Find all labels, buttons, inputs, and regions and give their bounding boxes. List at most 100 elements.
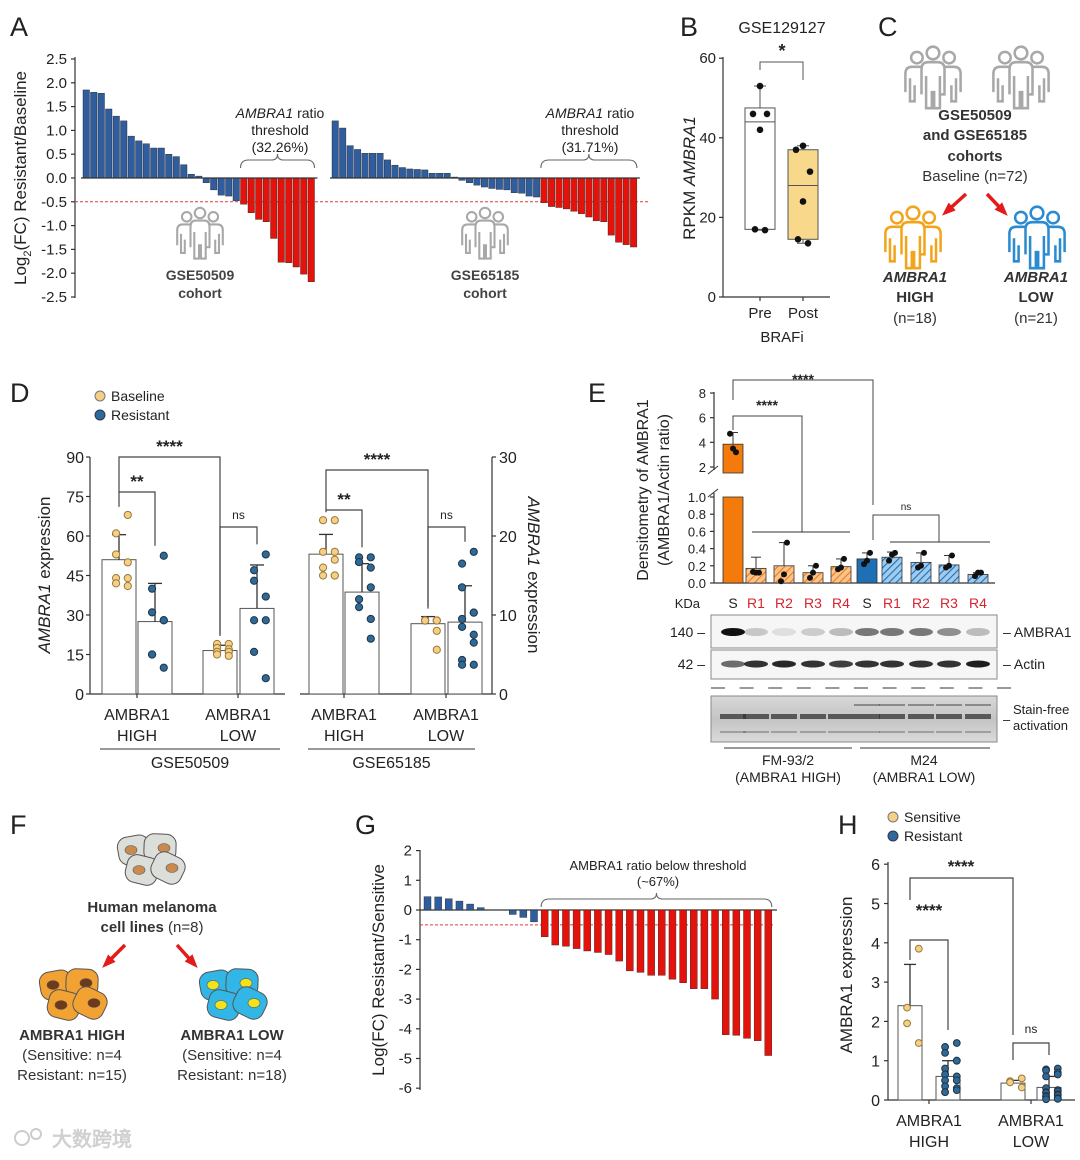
data-point [941, 1048, 949, 1057]
bar [636, 909, 645, 973]
data-point [903, 1019, 911, 1028]
blot-band [880, 660, 904, 668]
y-tick-label: 8 [699, 386, 706, 401]
y-axis-label-right: AMBRA1 expression [524, 496, 543, 654]
significance-bracket [1012, 1042, 1050, 1060]
data-point [469, 638, 478, 647]
data-point [978, 569, 984, 576]
annotation-ratio: ratio [603, 105, 634, 121]
stain-free-label2: activation [1013, 718, 1068, 733]
group-count: (n=21) [1014, 310, 1058, 327]
cohorts-line2: and GSE65185 [923, 127, 1027, 144]
y-tick-label: 0 [499, 687, 508, 704]
y-tick-label: 2 [404, 843, 412, 860]
data-point [886, 557, 892, 564]
axis-break [707, 488, 719, 498]
bar-lower [722, 496, 744, 584]
mw-marker: 140 – [670, 624, 705, 640]
gel-band [936, 714, 962, 719]
gel-band [965, 714, 991, 719]
box-post [787, 142, 819, 247]
x-label-gene: AMBRA1 [104, 707, 170, 724]
gel-band [879, 731, 905, 733]
bar [732, 909, 741, 1036]
group-gene: AMBRA1 [1003, 269, 1068, 286]
bar [594, 909, 602, 953]
head-shape [1013, 45, 1029, 61]
y-tick-label: 0.5 [46, 146, 67, 163]
axis-break [707, 465, 719, 475]
body-shape [176, 223, 191, 254]
data-point [261, 550, 270, 559]
head-shape [478, 206, 492, 220]
data-point [261, 592, 270, 601]
y-tick-label: 60 [66, 529, 84, 546]
y-axis-label: Log2(FC) Resistant/Baseline [11, 71, 34, 285]
kda-label: KDa [675, 596, 701, 611]
head-shape [997, 50, 1012, 65]
gel-band [854, 714, 880, 719]
data-point [727, 430, 733, 437]
legend-resistant: Resistant [904, 828, 962, 844]
data-point [813, 562, 819, 569]
panel-e-densitometry: 2 4 6 8 0.0 0.2 0.4 0.6 0.8 1.0 Densitometry of AM… [635, 371, 1072, 785]
data-point [941, 1088, 949, 1097]
y-tick-label: 20 [699, 209, 716, 226]
stain-free-label: Stain-free [1013, 702, 1069, 717]
legend-sensitive-dot [887, 811, 899, 823]
subplot-GSE50509: 0 15 30 45 60 75 90 AMBRA1 HIGH AMBRA1 LOW GSE50509… [66, 437, 285, 772]
bar [277, 177, 285, 263]
legend-resistant: Resistant [111, 407, 169, 423]
y-tick-label: -2 [399, 961, 412, 978]
gel-band [936, 704, 962, 706]
y-axis-label-line2: (AMBRA1/Actin ratio) [656, 414, 673, 566]
y-tick-label: 2.0 [46, 75, 67, 92]
y-tick-label: 1 [404, 872, 412, 889]
body-shape [1048, 225, 1066, 263]
blot-band [744, 660, 768, 668]
y-tick-label: 45 [66, 569, 84, 586]
bar [436, 173, 444, 179]
data-point [778, 578, 784, 585]
bar [481, 177, 488, 188]
body-shape [924, 225, 942, 263]
y-tick-label: 20 [499, 529, 517, 546]
head-shape [1046, 210, 1061, 225]
bar [607, 177, 615, 236]
data-point [147, 650, 157, 659]
head-shape [193, 206, 207, 220]
bar [555, 177, 563, 208]
bar [376, 153, 384, 179]
ylabel-gene: AMBRA1 [35, 584, 54, 655]
panel-b-boxplot: GSE129127 0 20 40 60 RPKM AMBRA1 Pre Post BRAFi * [680, 20, 830, 346]
data-point [318, 563, 328, 572]
significance-label: ** [130, 472, 144, 491]
panel-h-barplot: Sensitive Resistant 0 1 2 3 4 5 6 AMBRA1 expressi… [837, 809, 1075, 1151]
blot-band [909, 660, 933, 668]
gel-band [854, 704, 880, 706]
annotation-line1: AMBRA1 ratio below threshold [569, 858, 746, 873]
bar [525, 177, 533, 197]
cohort-sublabel: cohort [178, 285, 222, 301]
bar [583, 909, 591, 952]
low-people-icon [1008, 205, 1066, 270]
bar [165, 153, 173, 179]
y-tick-label: 0 [75, 687, 84, 704]
lane-label: R3 [940, 595, 958, 611]
bar [346, 145, 354, 179]
x-label-gene: AMBRA1 [998, 1113, 1064, 1130]
ylabel-gene: AMBRA1 [680, 116, 699, 187]
group-resistant: Resistant: n=15) [17, 1067, 127, 1084]
data-point [756, 82, 764, 90]
arrow-to-low [175, 943, 198, 968]
bar [743, 909, 751, 1039]
body-shape [189, 219, 211, 260]
bar-fm93-r3 [802, 562, 824, 584]
body-shape [904, 65, 922, 103]
legend-baseline-dot [94, 390, 106, 402]
head-shape [905, 205, 921, 221]
bar [753, 909, 762, 1041]
nucleus-shape [214, 1000, 228, 1010]
melanoma-cells-icon [116, 833, 186, 886]
bar [615, 177, 623, 243]
